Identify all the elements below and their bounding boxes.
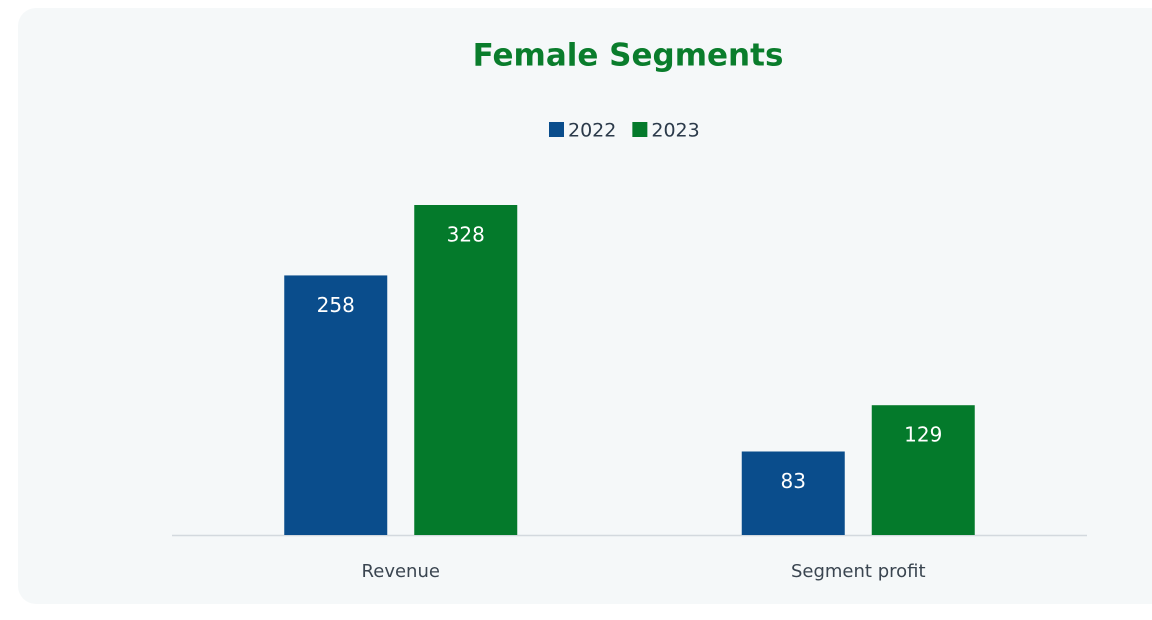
bar (414, 205, 518, 535)
card (18, 8, 1152, 604)
legend-label: 2022 (568, 120, 616, 142)
x-tick-label: Revenue (362, 561, 440, 582)
bar (741, 451, 845, 535)
bar (284, 275, 388, 535)
value-label: 258 (317, 293, 355, 317)
legend-swatch (549, 122, 564, 137)
chart-title: Female Segments (473, 38, 784, 74)
x-tick-label: Segment profit (791, 561, 926, 582)
legend-label: 2023 (651, 120, 699, 142)
value-label: 129 (904, 423, 942, 447)
bar (871, 405, 975, 535)
value-label: 83 (781, 469, 806, 493)
value-label: 328 (447, 223, 485, 247)
legend-swatch (632, 122, 648, 137)
